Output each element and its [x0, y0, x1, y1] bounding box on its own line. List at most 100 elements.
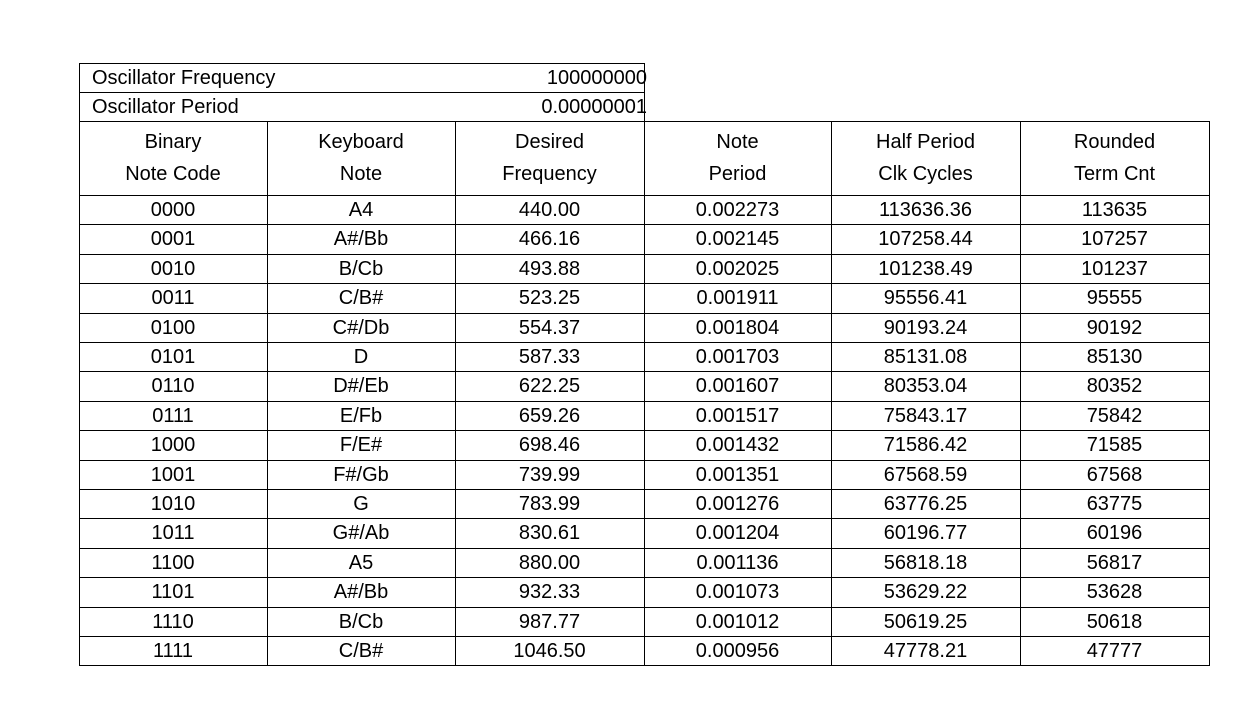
table-cell: A4 [348, 199, 374, 221]
table-cell: 587.33 [518, 346, 581, 368]
column-header-line1: Note [716, 131, 759, 153]
table-cell: B/Cb [338, 258, 384, 280]
column-header-line2: Term Cnt [1073, 163, 1156, 185]
table-cell: 63776.25 [883, 493, 968, 515]
table-cell: 659.26 [518, 405, 581, 427]
table-cell: 0.001804 [695, 317, 780, 339]
table-cell: 1110 [152, 611, 194, 633]
table-cell: 0000 [150, 199, 196, 221]
table-cell: G [353, 493, 369, 515]
table-cell: 85131.08 [883, 346, 968, 368]
table-cell: 493.88 [518, 258, 581, 280]
table-cell: 0.001607 [695, 375, 780, 397]
oscillator-frequency-label: Oscillator Frequency [92, 67, 276, 89]
grid-hline [79, 224, 1210, 225]
table-cell: 0.001204 [695, 522, 780, 544]
grid-hline [79, 254, 1210, 255]
column-header-line1: Half Period [876, 131, 975, 153]
table-cell: D#/Eb [333, 375, 389, 397]
table-cell: 80352 [1086, 375, 1143, 397]
column-header-line2: Period [708, 163, 767, 185]
table-cell: 75843.17 [883, 405, 968, 427]
grid-hline [79, 460, 1210, 461]
table-cell: 53629.22 [883, 581, 968, 603]
table-cell: 101238.49 [878, 258, 973, 280]
table-cell: 0110 [151, 375, 195, 397]
column-header-line1: Rounded [1073, 131, 1156, 153]
grid-hline [79, 489, 1210, 490]
table-cell: 1001 [150, 464, 196, 486]
table-cell: 56817 [1086, 552, 1143, 574]
table-cell: 1000 [150, 434, 196, 456]
grid-hline [79, 63, 645, 64]
table-cell: 101237 [1081, 258, 1148, 280]
column-header-line1: Keyboard [318, 131, 404, 153]
table-cell: 783.99 [518, 493, 581, 515]
table-cell: 53628 [1086, 581, 1143, 603]
table-cell: 67568.59 [883, 464, 968, 486]
table-cell: 71585 [1086, 434, 1143, 456]
grid-vline [455, 121, 456, 666]
column-header-line2: Frequency [502, 163, 597, 185]
table-cell: 85130 [1086, 346, 1143, 368]
grid-vline [1020, 121, 1021, 666]
table-cell: 622.25 [518, 375, 581, 397]
table-cell: B/Cb [338, 611, 384, 633]
table-cell: 47778.21 [883, 640, 968, 662]
grid-vline [267, 121, 268, 666]
table-cell: 0.001517 [695, 405, 780, 427]
table-cell: A#/Bb [333, 228, 389, 250]
table-cell: 80353.04 [883, 375, 968, 397]
table-cell: 95555 [1086, 287, 1143, 309]
table-cell: 0.002145 [695, 228, 780, 250]
oscillator-period-value: 0.00000001 [541, 96, 647, 118]
grid-hline [79, 548, 1210, 549]
table-cell: 56818.18 [883, 552, 968, 574]
grid-hline [79, 518, 1210, 519]
table-cell: 1011 [151, 522, 195, 544]
table-cell: 75842 [1086, 405, 1143, 427]
table-cell: 0101 [150, 346, 196, 368]
table-cell: 113636.36 [878, 199, 973, 221]
table-cell: 0010 [150, 258, 196, 280]
table-cell: 0.001703 [695, 346, 780, 368]
table-cell: 466.16 [518, 228, 581, 250]
grid-hline [79, 342, 1210, 343]
grid-hline [79, 195, 1210, 196]
table-cell: 71586.42 [883, 434, 968, 456]
table-cell: 107258.44 [878, 228, 973, 250]
table-cell: 63775 [1086, 493, 1143, 515]
column-header-line2: Note [339, 163, 383, 185]
table-cell: 523.25 [518, 287, 581, 309]
table-cell: 60196.77 [883, 522, 968, 544]
table-cell: 1111 [152, 640, 194, 662]
table-cell: 50619.25 [883, 611, 968, 633]
table-cell: 932.33 [518, 581, 581, 603]
oscillator-frequency-value: 100000000 [546, 67, 647, 89]
table-cell: 0.001073 [695, 581, 780, 603]
table-cell: A5 [348, 552, 374, 574]
table-cell: 0.001911 [696, 287, 779, 309]
table-cell: E/Fb [339, 405, 383, 427]
table-cell: 50618 [1086, 611, 1143, 633]
grid-hline [79, 607, 1210, 608]
grid-vline [831, 121, 832, 666]
column-header-line1: Binary [144, 131, 202, 153]
column-header-line2: Clk Cycles [878, 163, 973, 185]
table-cell: 0.001136 [696, 552, 779, 574]
table-cell: 0.001432 [695, 434, 780, 456]
grid-hline [79, 371, 1210, 372]
table-cell: F/E# [339, 434, 383, 456]
grid-hline [79, 92, 645, 93]
table-cell: 830.61 [518, 522, 581, 544]
table-cell: 1100 [151, 552, 195, 574]
grid-vline [1209, 121, 1210, 666]
table-cell: 0.001012 [695, 611, 780, 633]
grid-vline [644, 63, 645, 666]
table-cell: 47777 [1086, 640, 1143, 662]
grid-hline [79, 577, 1210, 578]
table-cell: 1010 [150, 493, 196, 515]
oscillator-period-label: Oscillator Period [92, 96, 239, 118]
table-cell: A#/Bb [333, 581, 389, 603]
